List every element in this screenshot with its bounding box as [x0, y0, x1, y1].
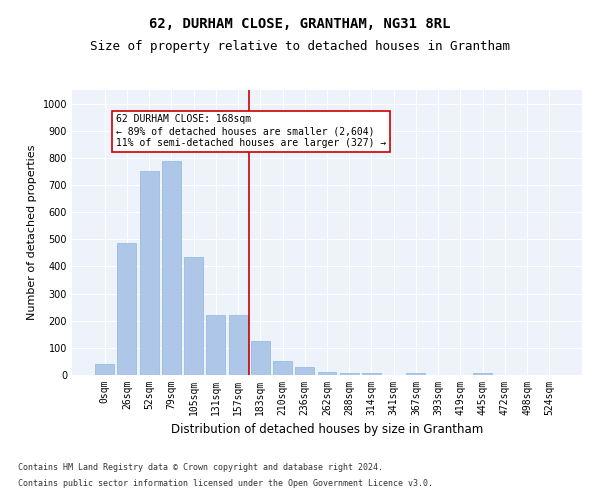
Bar — [162, 160, 181, 375]
Text: Contains public sector information licensed under the Open Government Licence v3: Contains public sector information licen… — [18, 478, 433, 488]
Bar — [184, 257, 203, 375]
Bar — [473, 373, 492, 375]
Bar — [229, 316, 248, 375]
Bar — [340, 373, 359, 375]
X-axis label: Distribution of detached houses by size in Grantham: Distribution of detached houses by size … — [171, 424, 483, 436]
Text: Size of property relative to detached houses in Grantham: Size of property relative to detached ho… — [90, 40, 510, 53]
Bar — [140, 172, 158, 375]
Bar — [95, 364, 114, 375]
Bar — [362, 373, 381, 375]
Text: 62 DURHAM CLOSE: 168sqm
← 89% of detached houses are smaller (2,604)
11% of semi: 62 DURHAM CLOSE: 168sqm ← 89% of detache… — [116, 114, 386, 148]
Bar — [206, 316, 225, 375]
Bar — [317, 372, 337, 375]
Text: 62, DURHAM CLOSE, GRANTHAM, NG31 8RL: 62, DURHAM CLOSE, GRANTHAM, NG31 8RL — [149, 18, 451, 32]
Y-axis label: Number of detached properties: Number of detached properties — [27, 145, 37, 320]
Bar — [118, 244, 136, 375]
Bar — [273, 362, 292, 375]
Bar — [251, 341, 270, 375]
Bar — [295, 368, 314, 375]
Bar — [406, 373, 425, 375]
Text: Contains HM Land Registry data © Crown copyright and database right 2024.: Contains HM Land Registry data © Crown c… — [18, 464, 383, 472]
